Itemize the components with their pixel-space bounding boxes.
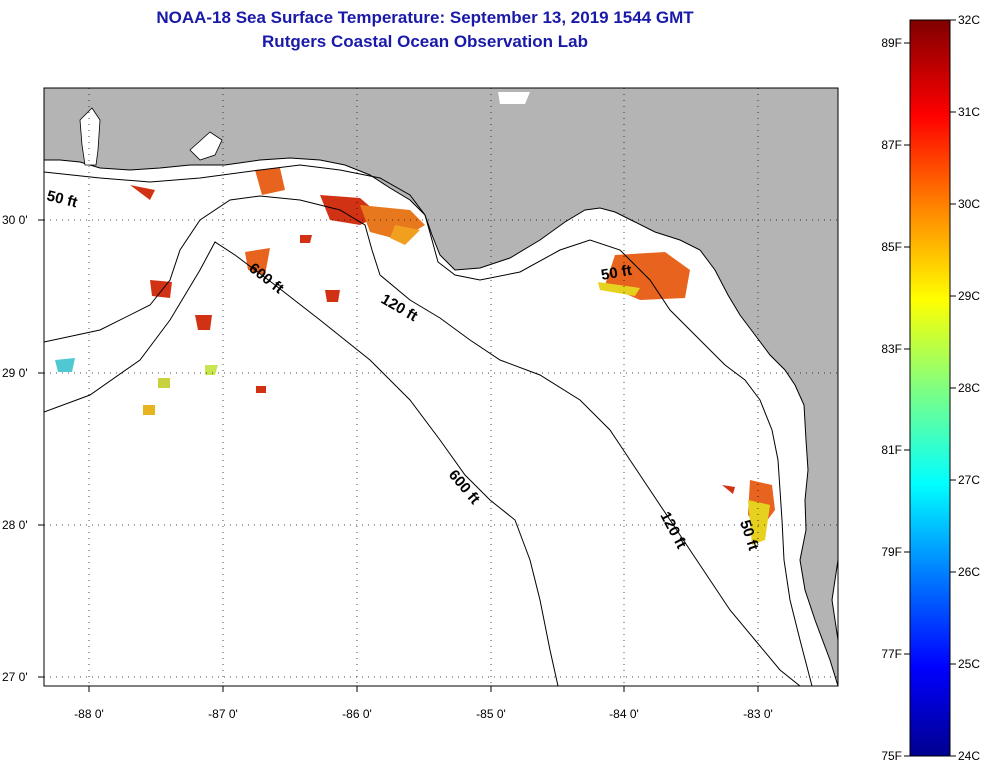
lon-label-84: -84 0' bbox=[609, 707, 639, 721]
lon-label-85: -85 0' bbox=[476, 707, 506, 721]
cb-c-32: 32C bbox=[958, 13, 980, 27]
lat-label-29: 29 0' bbox=[2, 366, 28, 380]
lon-label-86: -86 0' bbox=[342, 707, 372, 721]
lon-label-88: -88 0' bbox=[74, 707, 104, 721]
mobile-bay bbox=[79, 107, 101, 166]
colorbar-celsius-labels: 32C 31C 30C 29C 28C 27C 26C 25C 24C bbox=[958, 13, 980, 763]
contour-label-50ft-west: 50 ft bbox=[45, 187, 79, 211]
cb-f-85: 85F bbox=[881, 240, 902, 254]
contour-label-50ft-bigbend: 50 ft bbox=[600, 262, 633, 284]
cb-c-28: 28C bbox=[958, 381, 980, 395]
cb-f-89: 89F bbox=[881, 36, 902, 50]
cb-f-81: 81F bbox=[881, 443, 902, 457]
lon-label-83: -83 0' bbox=[743, 707, 773, 721]
colorbar bbox=[909, 19, 951, 757]
cb-c-29: 29C bbox=[958, 289, 980, 303]
axis-ticks bbox=[38, 219, 759, 692]
cb-f-87: 87F bbox=[881, 138, 902, 152]
cb-c-24: 24C bbox=[958, 749, 980, 763]
lat-label-30: 30 0' bbox=[2, 213, 28, 227]
grid bbox=[44, 88, 838, 686]
map-subtitle: Rutgers Coastal Ocean Observation Lab bbox=[262, 32, 588, 51]
colorbar-ticks bbox=[904, 19, 956, 757]
pensacola-bay bbox=[189, 131, 223, 161]
cb-c-25: 25C bbox=[958, 657, 980, 671]
cb-f-83: 83F bbox=[881, 342, 902, 356]
cb-f-75: 75F bbox=[881, 749, 902, 763]
cb-c-30: 30C bbox=[958, 197, 980, 211]
cb-f-77: 77F bbox=[881, 647, 902, 661]
cb-c-31: 31C bbox=[958, 105, 980, 119]
map-title: NOAA-18 Sea Surface Temperature: Septemb… bbox=[156, 8, 694, 27]
lat-label-28: 28 0' bbox=[2, 518, 28, 532]
contour-120ft bbox=[44, 195, 801, 686]
colorbar-fahrenheit-labels: 89F 87F 85F 83F 81F 79F 77F 75F bbox=[881, 36, 902, 763]
land-mass bbox=[44, 88, 838, 686]
map-frame bbox=[43, 87, 839, 687]
contour-50ft bbox=[44, 164, 813, 686]
contour-600ft bbox=[44, 241, 559, 686]
cb-c-27: 27C bbox=[958, 473, 980, 487]
lon-label-87: -87 0' bbox=[208, 707, 238, 721]
lake-patch bbox=[498, 92, 530, 104]
cb-f-79: 79F bbox=[881, 545, 902, 559]
cb-c-26: 26C bbox=[958, 565, 980, 579]
lat-label-27: 27 0' bbox=[2, 670, 28, 684]
